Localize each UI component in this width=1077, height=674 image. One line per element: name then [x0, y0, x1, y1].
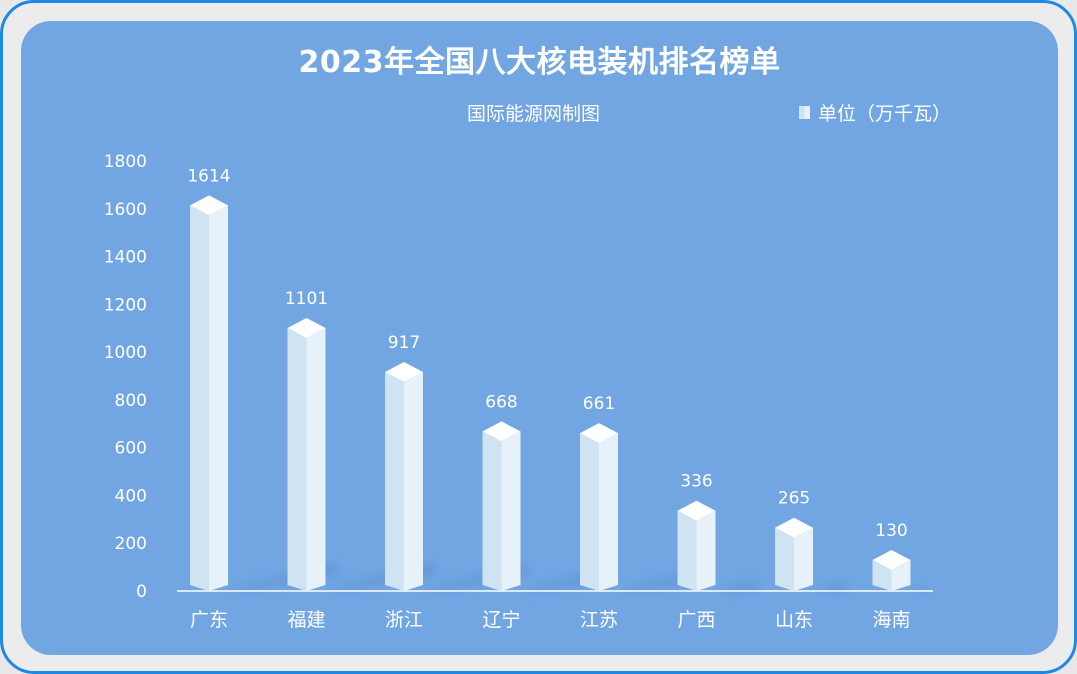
bar [872, 549, 911, 591]
bar-shadow [715, 582, 763, 591]
x-tick-label: 山东 [775, 609, 813, 631]
y-tick-label: 800 [115, 391, 147, 411]
data-label: 1101 [285, 289, 328, 309]
x-tick-label: 江苏 [580, 609, 618, 631]
y-axis-ticks: 0 200 400 600 800 1000 1200 1400 1600 1800 [104, 152, 147, 602]
y-tick-label: 1200 [104, 295, 147, 315]
bar [385, 361, 423, 591]
x-tick-label: 辽宁 [482, 609, 520, 631]
y-tick-label: 1000 [104, 343, 147, 363]
y-tick-label: 1600 [104, 200, 147, 220]
chart-subtitle: 国际能源网制图 [467, 103, 601, 125]
bar [190, 195, 228, 591]
data-labels: 1614 1101 917 668 661 336 265 130 [187, 166, 907, 541]
x-tick-label: 福建 [287, 609, 325, 631]
legend-label: 单位（万千瓦） [818, 103, 952, 125]
bar [482, 421, 521, 591]
x-tick-label: 广东 [190, 609, 228, 631]
data-label: 130 [875, 521, 907, 541]
x-axis-categories: 广东 福建 浙江 辽宁 江苏 广西 山东 海南 [190, 609, 911, 631]
bar-shadow [813, 583, 852, 591]
legend-swatch [799, 106, 810, 119]
y-tick-label: 600 [115, 439, 147, 459]
bar-chart: 0 200 400 600 800 1000 1200 1400 1600 1800 1614 11… [104, 152, 935, 631]
data-label: 668 [485, 392, 517, 412]
x-tick-label: 海南 [872, 609, 910, 631]
y-tick-label: 200 [115, 534, 147, 554]
data-label: 336 [680, 472, 712, 492]
legend: 单位（万千瓦） [799, 99, 951, 126]
y-tick-label: 1800 [104, 152, 147, 172]
bar [677, 500, 716, 591]
bar [775, 517, 813, 591]
y-tick-label: 400 [115, 486, 147, 506]
bar [287, 317, 326, 591]
y-tick-label: 1400 [104, 248, 147, 268]
y-tick-label: 0 [136, 582, 147, 602]
data-label: 265 [778, 489, 810, 509]
x-tick-label: 广西 [677, 609, 715, 631]
data-label: 1614 [187, 166, 230, 186]
x-tick-label: 浙江 [385, 609, 423, 631]
data-label: 917 [388, 333, 420, 353]
bars [190, 195, 911, 591]
chart-title: 2023年全国八大核电装机排名榜单 [298, 45, 781, 80]
data-label: 661 [583, 394, 615, 414]
bar [580, 423, 618, 591]
